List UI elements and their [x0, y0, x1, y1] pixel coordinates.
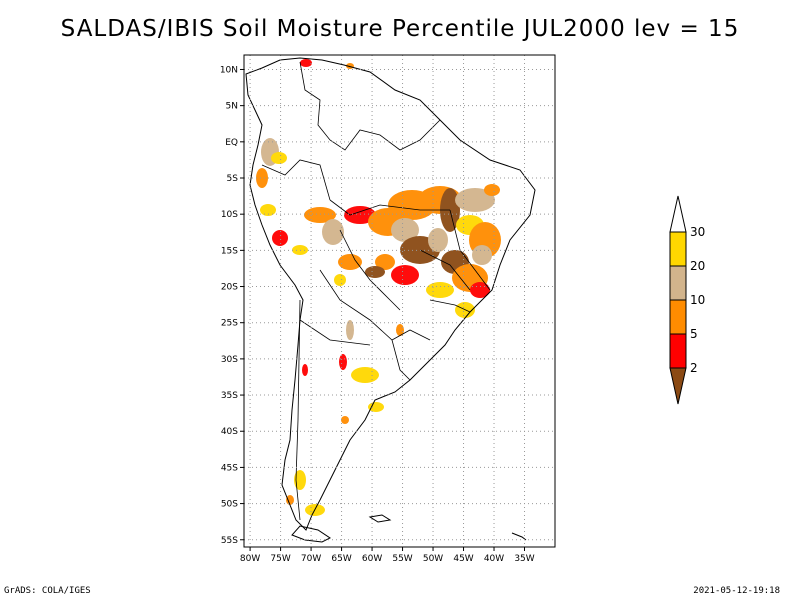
lat-label: 55S [221, 536, 238, 546]
lon-label: 40W [484, 554, 504, 564]
lat-label: 10N [220, 65, 238, 75]
map-frame [243, 54, 556, 548]
lat-label: 45S [221, 463, 238, 473]
lon-label: 80W [240, 554, 260, 564]
lon-label: 55W [392, 554, 412, 564]
colorbar-label: 10 [690, 293, 705, 307]
colorbar-segment [669, 265, 687, 301]
lat-lon-grid [244, 55, 555, 547]
lon-label: 60W [362, 554, 382, 564]
colorbar-segment [669, 231, 687, 267]
lon-label: 35W [514, 554, 534, 564]
lon-label: 65W [331, 554, 351, 564]
footer-timestamp: 2021-05-12-19:18 [693, 586, 780, 596]
lat-label: 50S [221, 500, 238, 510]
colorbar: 2 5 10 20 30 [669, 195, 705, 405]
colorbar-bottom-arrow [669, 367, 687, 405]
colorbar-label: 20 [690, 259, 705, 273]
lon-label: 50W [423, 554, 443, 564]
lat-label: 10S [221, 210, 238, 220]
lat-label: 40S [221, 427, 238, 437]
lat-label: 30S [221, 355, 238, 365]
lat-label: 5N [226, 102, 238, 112]
colorbar-label: 30 [690, 225, 705, 239]
lat-label: 15S [221, 246, 238, 256]
footer-credit: GrADS: COLA/IGES [4, 586, 91, 596]
lat-label: 35S [221, 391, 238, 401]
lon-label: 45W [453, 554, 473, 564]
colorbar-label: 5 [690, 327, 698, 341]
lon-label: 75W [270, 554, 290, 564]
latitude-labels: 10N 5N EQ 5S 10S 15S 20S 25S 30S 35S 40S 45S 50S 55S [220, 65, 244, 546]
colorbar-top-arrow [669, 195, 687, 233]
colorbar-segment [669, 299, 687, 335]
percentile-shading [256, 59, 501, 516]
lat-label: 5S [227, 174, 239, 184]
colorbar-label: 2 [690, 361, 698, 375]
longitude-labels: 80W 75W 70W 65W 60W 55W 50W 45W 40W 35W [240, 547, 535, 564]
map-title: SALDAS/IBIS Soil Moisture Percentile JUL… [60, 16, 740, 42]
lon-label: 70W [301, 554, 321, 564]
lat-label: 20S [221, 283, 238, 293]
lat-label: 25S [221, 319, 238, 329]
country-borders [261, 61, 491, 521]
colorbar-segment [669, 333, 687, 369]
lat-label: EQ [225, 138, 238, 148]
